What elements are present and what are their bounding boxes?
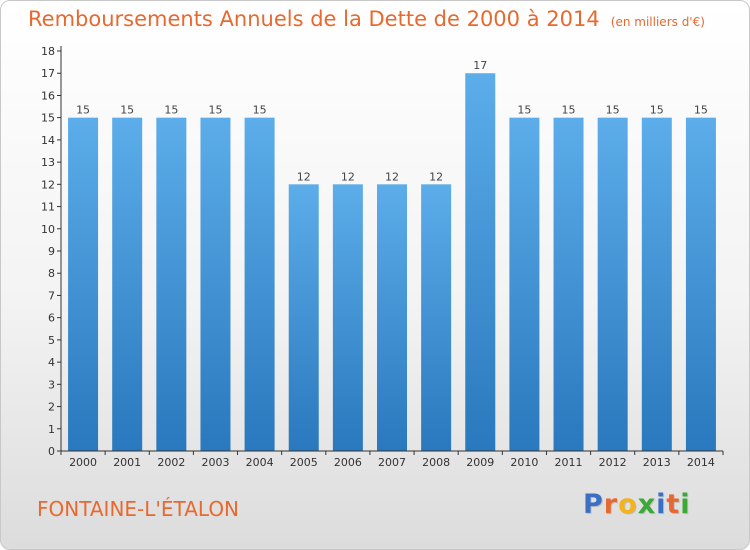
bar-value-label: 15 — [76, 104, 90, 117]
bar[interactable] — [156, 117, 187, 452]
y-tick-label: 7 — [48, 289, 55, 302]
y-tick-label: 16 — [41, 89, 55, 102]
y-tick-label: 17 — [41, 67, 55, 80]
x-tick-label: 2004 — [246, 456, 274, 469]
bar-value-label: 17 — [473, 59, 487, 72]
x-tick-label: 2006 — [334, 456, 362, 469]
y-tick-label: 1 — [48, 423, 55, 436]
bar[interactable] — [641, 117, 672, 452]
bar-value-label: 15 — [562, 104, 576, 117]
y-tick-label: 3 — [48, 378, 55, 391]
x-tick-label: 2013 — [643, 456, 671, 469]
logo-letter: r — [603, 489, 619, 520]
y-tick-label: 6 — [48, 312, 55, 325]
bar-value-label: 15 — [208, 104, 222, 117]
x-tick-label: 2000 — [69, 456, 97, 469]
bar-value-label: 15 — [694, 104, 708, 117]
logo-letter: t — [666, 489, 681, 520]
y-tick-label: 18 — [41, 45, 55, 58]
y-tick-label: 0 — [48, 445, 55, 458]
town-name: FONTAINE-L'ÉTALON — [37, 497, 240, 521]
bar-value-label: 12 — [341, 170, 355, 183]
y-tick-label: 12 — [41, 178, 55, 191]
x-tick-label: 2007 — [378, 456, 406, 469]
y-tick-label: 14 — [41, 134, 55, 147]
y-tick-label: 2 — [48, 401, 55, 414]
bar-value-label: 12 — [385, 170, 399, 183]
y-tick-label: 13 — [41, 156, 55, 169]
bar-value-label: 12 — [429, 170, 443, 183]
x-tick-label: 2010 — [510, 456, 538, 469]
bar-value-label: 12 — [297, 170, 311, 183]
y-tick-label: 5 — [48, 334, 55, 347]
y-tick-label: 9 — [48, 245, 55, 258]
bar-value-label: 15 — [650, 104, 664, 117]
bar-value-label: 15 — [120, 104, 134, 117]
x-tick-label: 2002 — [157, 456, 185, 469]
logo-letter: x — [637, 489, 657, 520]
y-tick-label: 10 — [41, 223, 55, 236]
logo-letter: i — [680, 489, 691, 520]
x-tick-label: 2012 — [599, 456, 627, 469]
y-tick-label: 15 — [41, 112, 55, 125]
bar[interactable] — [244, 117, 275, 452]
x-tick-label: 2005 — [290, 456, 318, 469]
bar-value-label: 15 — [164, 104, 178, 117]
logo-letter: P — [583, 489, 604, 520]
logo-letter: i — [656, 489, 667, 520]
bar[interactable] — [421, 184, 452, 452]
x-tick-label: 2009 — [466, 456, 494, 469]
bar-value-label: 15 — [606, 104, 620, 117]
bar[interactable] — [377, 184, 407, 452]
bar[interactable] — [288, 184, 319, 452]
y-tick-label: 4 — [48, 356, 55, 369]
bar[interactable] — [68, 117, 99, 452]
x-tick-label: 2001 — [113, 456, 141, 469]
bar-value-label: 15 — [517, 104, 531, 117]
bar[interactable] — [553, 117, 584, 452]
y-tick-label: 11 — [41, 201, 55, 214]
x-tick-label: 2003 — [201, 456, 229, 469]
bar[interactable] — [332, 184, 363, 452]
title-row: Remboursements Annuels de la Dette de 20… — [28, 7, 705, 31]
bar[interactable] — [509, 117, 540, 452]
proxiti-logo[interactable]: Proxiti — [583, 489, 691, 520]
bar[interactable] — [685, 117, 716, 452]
x-tick-label: 2014 — [687, 456, 715, 469]
bar[interactable] — [112, 117, 143, 452]
chart-subtitle: (en milliers d'€) — [610, 15, 705, 29]
x-tick-label: 2011 — [555, 456, 583, 469]
bar[interactable] — [200, 117, 231, 452]
bar[interactable] — [597, 117, 628, 452]
y-tick-label: 8 — [48, 267, 55, 280]
bar-value-label: 15 — [253, 104, 267, 117]
bar[interactable] — [465, 73, 496, 451]
chart-title: Remboursements Annuels de la Dette de 20… — [28, 7, 600, 31]
logo-letter: o — [618, 489, 638, 520]
x-tick-label: 2008 — [422, 456, 450, 469]
